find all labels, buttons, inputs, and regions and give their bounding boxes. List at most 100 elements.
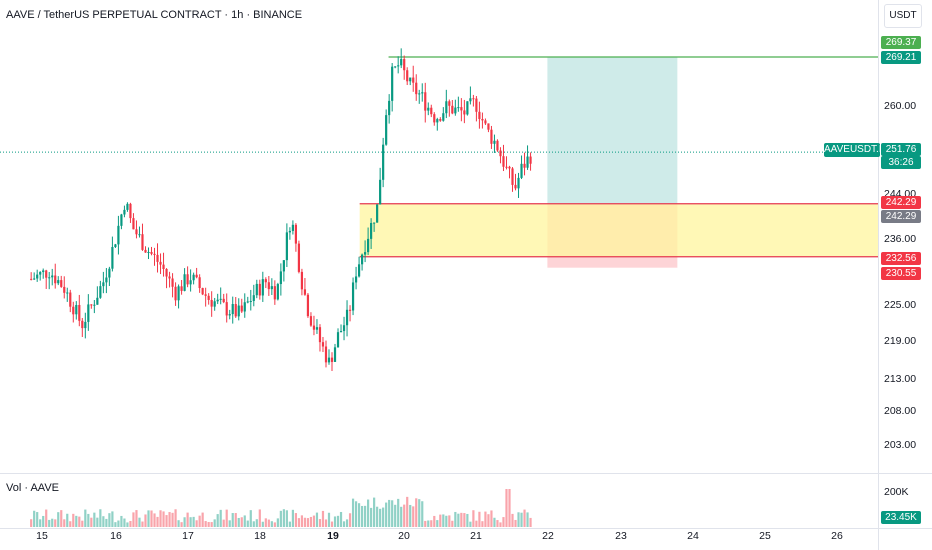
candle-body [93, 304, 96, 306]
candle-body [297, 243, 301, 272]
candle-body [249, 300, 252, 302]
candle-body [120, 214, 123, 226]
volume-bar [81, 520, 84, 527]
volume-bar [222, 519, 225, 527]
volume-bar [409, 504, 412, 527]
candle-body [466, 101, 469, 115]
volume-bar [126, 522, 129, 527]
volume-bar [430, 520, 433, 527]
volume-bar [30, 519, 33, 527]
candle-body [472, 98, 475, 100]
candle-body [333, 347, 337, 362]
volume-bar [174, 509, 177, 527]
volume-bar [421, 501, 424, 527]
volume-bar [330, 521, 334, 527]
volume-bar [147, 510, 150, 527]
volume-bar [282, 509, 285, 527]
candle-body [117, 225, 120, 245]
candle-body [451, 105, 454, 114]
candle-body [309, 316, 313, 326]
volume-bar [240, 517, 243, 527]
volume-bar [105, 518, 108, 527]
volume-bar [466, 513, 469, 527]
volume-bar [442, 514, 445, 527]
candle-body [523, 163, 526, 168]
volume-bar [87, 513, 90, 527]
volume-bar [216, 514, 219, 527]
candle-body [165, 269, 168, 277]
volume-bar [333, 516, 337, 527]
volume-bar [439, 514, 442, 527]
candle-body [303, 289, 307, 295]
volume-bar [249, 510, 252, 527]
volume-bar [54, 519, 57, 527]
volume-bar [376, 506, 379, 527]
volume-bar [270, 521, 273, 527]
volume-bar [478, 511, 481, 527]
volume-bar [66, 513, 69, 527]
time-label: 15 [36, 530, 48, 542]
candle-body [219, 298, 222, 300]
volume-bar [457, 513, 460, 527]
volume-bar [445, 515, 448, 527]
time-label: 20 [398, 530, 410, 542]
volume-bar [153, 513, 156, 527]
candle-body [153, 253, 156, 255]
volume-bar [42, 515, 45, 527]
candle-body [231, 304, 234, 315]
candle-body [240, 305, 243, 312]
volume-bar [195, 520, 198, 527]
demand-zone [359, 203, 878, 257]
candle-body [454, 107, 457, 114]
candle-body [439, 119, 442, 121]
candle-body [484, 120, 487, 124]
symbol-tag: AAVEUSDT.P [824, 143, 886, 157]
volume-bar [460, 512, 463, 527]
volume-bar [321, 510, 325, 527]
candle-body [234, 304, 237, 317]
volume-bar [382, 507, 385, 527]
volume-bar [228, 520, 231, 527]
volume-bar [120, 515, 123, 527]
volume-bar [324, 519, 328, 527]
candle-body [433, 114, 436, 123]
candle-body [207, 295, 210, 300]
profit-zone [547, 57, 678, 204]
candle-body [141, 234, 144, 250]
volume-bar [502, 517, 505, 527]
price-label: 219.00 [884, 335, 917, 347]
candle-body [339, 331, 343, 333]
zone-bottom-tag: 232.56 [881, 252, 921, 265]
volume-bar [300, 515, 304, 527]
volume-bar [36, 512, 39, 527]
volume-bar [198, 515, 201, 527]
candle-body [345, 309, 349, 326]
candle-body [321, 342, 325, 347]
volume-bar [231, 513, 234, 527]
candle-body [469, 98, 472, 102]
candle-body [520, 163, 523, 178]
volume-bar [394, 504, 397, 527]
volume-bar [69, 521, 72, 527]
currency-selector[interactable]: USDT [884, 4, 922, 28]
volume-bar [117, 520, 120, 527]
volume-bar [219, 509, 222, 527]
volume-bar [351, 498, 355, 527]
volume-bar [336, 515, 340, 527]
candle-body [258, 283, 261, 296]
candle-body [99, 286, 102, 298]
volume-bar [288, 521, 291, 527]
candle-body [282, 260, 285, 272]
candle-body [514, 184, 517, 189]
candle-body [39, 272, 42, 275]
volume-bar [201, 512, 204, 527]
candle-body [324, 346, 328, 363]
candle-body [478, 111, 481, 119]
volume-bar [306, 518, 310, 527]
candle-body [276, 284, 279, 300]
volume-bar [111, 511, 114, 527]
candle-body [150, 251, 153, 254]
candle-body [48, 277, 51, 279]
volume-indicator-title[interactable]: Vol · AAVE [6, 482, 59, 494]
